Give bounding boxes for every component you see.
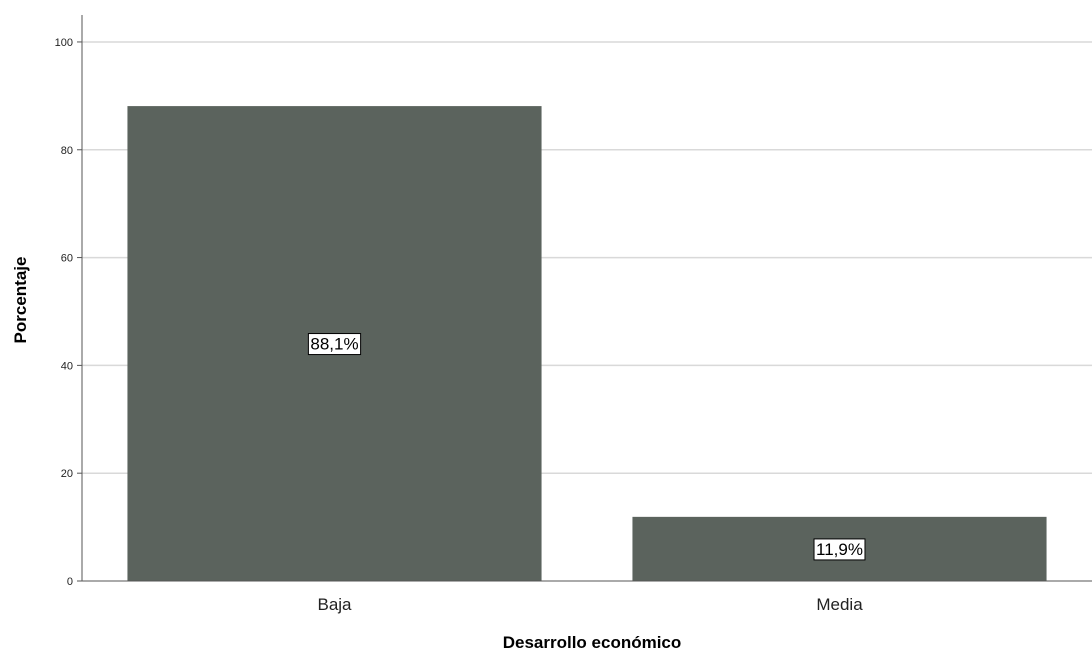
x-category-labels: Baja Media	[317, 595, 863, 614]
x-axis-title: Desarrollo económico	[503, 633, 682, 652]
x-category-label: Baja	[317, 595, 352, 614]
bars	[127, 106, 1047, 581]
data-label: 11,9%	[813, 538, 866, 561]
data-label: 88,1%	[307, 333, 362, 356]
y-tick-label: 20	[61, 468, 73, 480]
y-axis-title: Porcentaje	[11, 257, 30, 344]
y-tick-label: 0	[67, 576, 73, 588]
data-label-text: 11,9%	[816, 540, 863, 559]
y-tick-label: 100	[55, 37, 73, 49]
data-labels: 88,1% 11,9%	[307, 333, 866, 561]
data-label-box	[813, 538, 866, 561]
x-category-label: Media	[816, 595, 863, 614]
data-label-text: 88,1%	[310, 335, 358, 354]
y-tick-label: 80	[61, 145, 73, 157]
y-tick-label: 60	[61, 253, 73, 265]
y-tick-label: 40	[61, 360, 73, 372]
y-tick-labels: 0 20 40 60 80 100	[55, 37, 73, 588]
axes	[77, 15, 1092, 582]
data-label-box	[307, 333, 362, 356]
